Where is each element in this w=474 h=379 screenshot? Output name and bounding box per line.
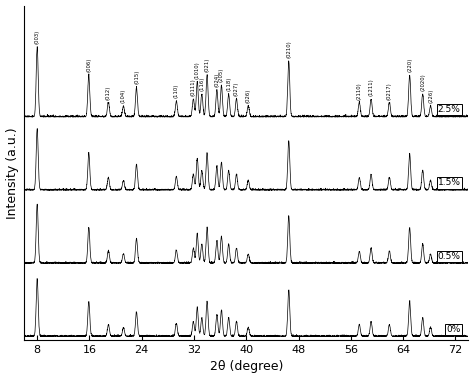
Text: (024): (024) [214,73,219,87]
Text: (0217): (0217) [387,82,392,100]
X-axis label: 2θ (degree): 2θ (degree) [210,360,283,373]
Text: (0111): (0111) [191,78,196,96]
Text: (104): (104) [121,89,126,103]
Text: 0%: 0% [446,325,461,334]
Text: (118): (118) [226,77,231,91]
Text: (006): (006) [86,57,91,72]
Text: (2020): (2020) [420,74,425,91]
Text: (026): (026) [246,89,251,103]
Y-axis label: Intensity (a.u.): Intensity (a.u.) [6,127,18,219]
Text: (015): (015) [134,70,139,84]
Text: 1.5%: 1.5% [438,179,461,188]
Text: (027): (027) [234,82,239,96]
Text: 0.5%: 0.5% [438,252,461,261]
Text: (012): (012) [106,85,111,100]
Text: (1010): (1010) [195,61,200,79]
Text: (220): (220) [407,57,412,72]
Text: (003): (003) [35,30,40,44]
Text: (1211): (1211) [369,78,374,96]
Text: (110): (110) [174,84,179,98]
Text: (205): (205) [219,68,224,82]
Text: (2110): (2110) [357,82,362,100]
Text: (226): (226) [428,89,433,103]
Text: 2.5%: 2.5% [438,105,461,114]
Text: (0210): (0210) [286,40,291,58]
Text: (021): (021) [205,57,210,72]
Text: (116): (116) [200,77,204,91]
